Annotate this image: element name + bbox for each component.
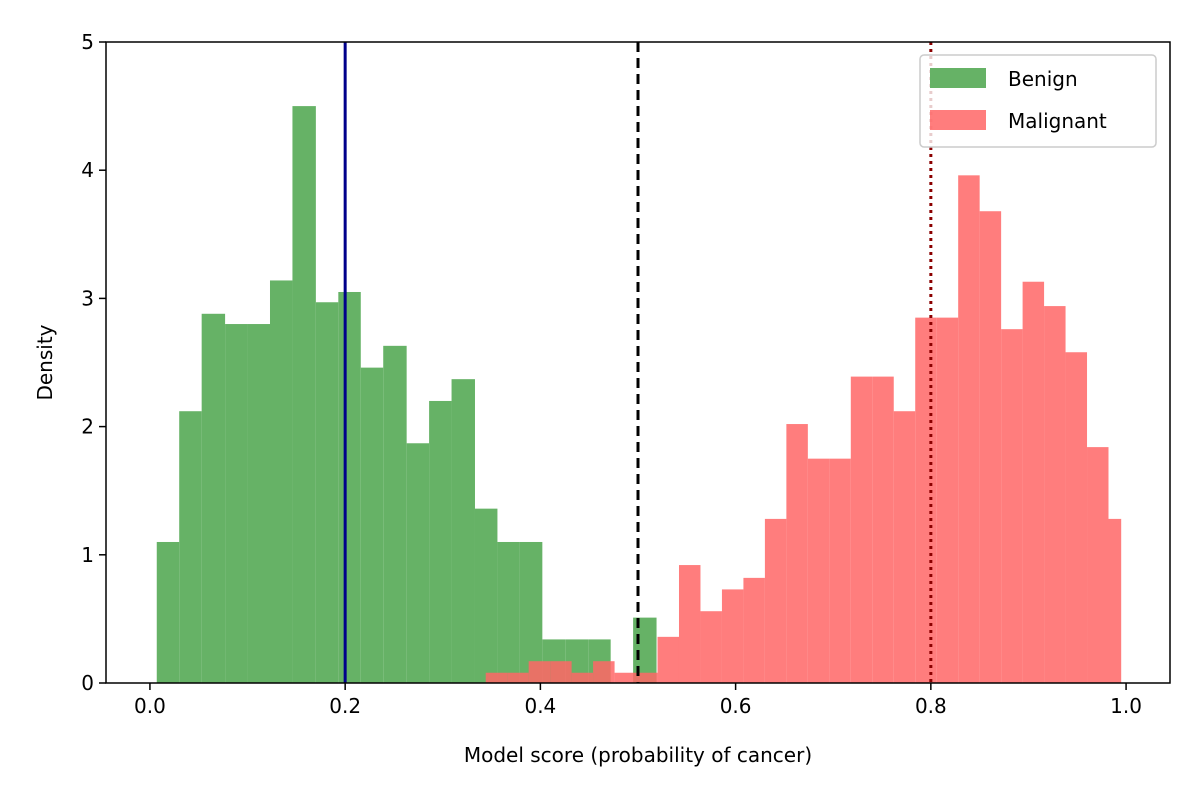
y-axis: 0 1 2 3 4 5 [81,30,106,695]
bar-malignant-22 [958,175,980,683]
legend-label-malignant: Malignant [1008,109,1107,133]
bar-malignant-21 [936,317,959,683]
bar-malignant-8 [657,636,679,683]
bar-malignant-9 [678,565,701,683]
bar-benign-1 [179,411,202,683]
bar-malignant-28 [1087,447,1109,683]
bar-malignant-25 [1022,281,1045,683]
y-tick-label: 5 [81,30,94,54]
bar-benign-11 [406,443,430,683]
bar-benign-6 [292,106,316,684]
x-tick-label: 0.6 [720,694,752,718]
y-tick-label: 1 [81,543,94,567]
x-axis-label: Model score (probability of cancer) [464,743,812,767]
series-malignant [485,175,1122,683]
bar-malignant-15 [807,458,830,683]
bar-malignant-24 [1001,329,1023,683]
bar-benign-13 [451,379,475,683]
bar-benign-5 [269,280,293,683]
bar-malignant-27 [1065,352,1088,683]
bar-benign-7 [315,302,339,683]
bar-malignant-23 [979,211,1002,683]
bar-benign-4 [247,324,270,683]
bar-benign-12 [429,400,452,683]
legend-swatch-malignant [930,110,986,130]
bar-benign-16 [519,541,543,683]
bar-malignant-4 [571,672,594,683]
x-axis: 0.0 0.2 0.4 0.6 0.8 1.0 [134,683,1142,718]
bar-malignant-29 [1108,518,1122,683]
bar-malignant-11 [721,589,744,683]
bar-malignant-6 [614,672,637,683]
bar-benign-15 [497,541,520,683]
bar-malignant-10 [700,611,722,683]
bar-benign-0 [156,541,180,683]
bar-malignant-2 [528,661,551,683]
x-tick-label: 0.2 [329,694,361,718]
legend-label-benign: Benign [1008,67,1078,91]
legend: Benign Malignant [919,54,1157,148]
legend-swatch-benign [930,68,986,88]
bar-malignant-26 [1044,306,1066,683]
x-tick-label: 1.0 [1110,694,1142,718]
bar-malignant-12 [743,577,765,683]
reference-lines [343,42,933,683]
y-tick-label: 4 [81,158,94,182]
bar-malignant-20 [915,317,937,683]
bar-malignant-5 [593,661,615,683]
bar-malignant-13 [764,518,787,683]
x-tick-label: 0.0 [134,694,166,718]
bar-benign-3 [225,324,248,683]
bar-malignant-17 [850,376,873,683]
bar-malignant-3 [550,661,572,683]
bar-malignant-19 [893,411,916,683]
bar-malignant-0 [485,672,508,683]
bar-malignant-18 [872,376,894,683]
bar-benign-8 [338,291,361,683]
axes-frame [105,41,1171,684]
x-tick-label: 0.4 [524,694,556,718]
series-benign [156,106,657,684]
bar-benign-9 [360,367,384,683]
bar-malignant-16 [829,458,851,683]
bar-malignant-7 [636,672,658,683]
bar-malignant-14 [786,424,808,683]
y-tick-label: 0 [81,671,94,695]
bar-benign-10 [383,345,407,683]
y-tick-label: 2 [81,415,94,439]
bar-benign-14 [474,508,498,683]
y-tick-label: 3 [81,286,94,310]
bar-benign-2 [201,313,226,683]
x-tick-label: 0.8 [915,694,947,718]
bar-malignant-1 [507,672,529,683]
y-axis-label: Density [33,324,57,400]
